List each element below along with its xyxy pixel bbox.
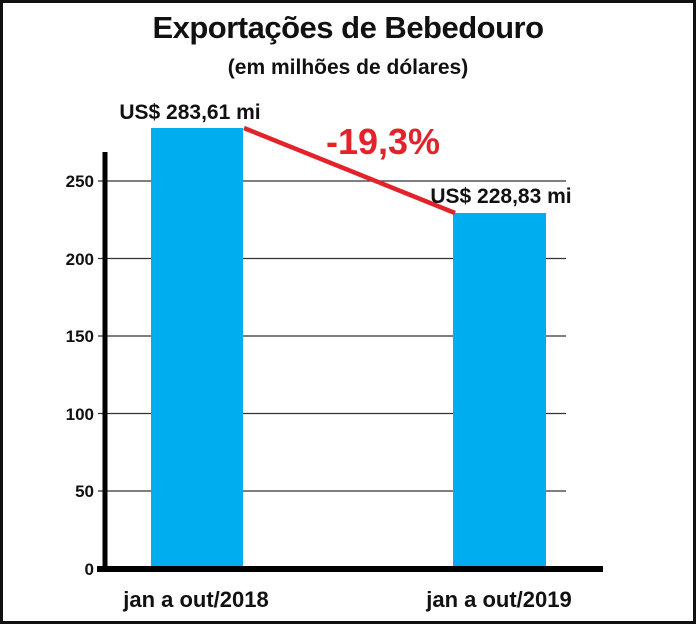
y-tick-150: 150 — [66, 327, 94, 346]
y-tick-0: 0 — [85, 560, 94, 579]
bar-2019 — [453, 213, 546, 568]
chart-title: Exportações de Bebedouro — [152, 10, 544, 45]
bar-2018 — [151, 128, 243, 568]
chart-subtitle: (em milhões de dólares) — [227, 56, 469, 79]
y-tick-200: 200 — [66, 250, 94, 269]
y-tick-50: 50 — [75, 482, 94, 501]
y-tick-250: 250 — [66, 172, 94, 191]
value-label-2018: US$ 283,61 mi — [119, 101, 260, 124]
change-percentage: -19,3% — [326, 121, 440, 162]
value-label-2019: US$ 228,83 mi — [430, 185, 571, 208]
y-tick-100: 100 — [66, 405, 94, 424]
category-label-2018: jan a out/2018 — [122, 587, 269, 612]
trend-line — [243, 125, 456, 216]
category-label-2019: jan a out/2019 — [425, 587, 572, 612]
